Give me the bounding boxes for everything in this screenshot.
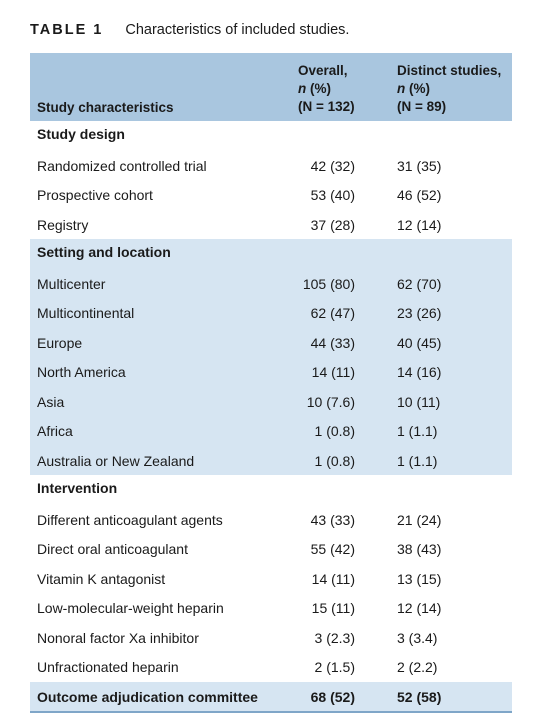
row-distinct: 12 (14) (397, 216, 442, 233)
row-label: Prospective cohort (37, 187, 153, 203)
row-distinct: 2 (2.2) (397, 659, 438, 675)
row-label: Unfractionated heparin (37, 659, 179, 675)
table-row: Low-molecular-weight heparin 15 (11) 12 (1… (30, 593, 512, 623)
table-caption: TABLE 1 Characteristics of included studi… (30, 22, 349, 38)
table-row: Africa 1 (0.8) 1 (1.1) (30, 416, 512, 446)
row-distinct: 62 (70) (397, 275, 442, 292)
row-overall: 1 (0.8) (314, 452, 355, 469)
row-label: Randomized controlled trial (37, 157, 207, 174)
row-distinct: 10 (11) (397, 393, 441, 410)
row-overall: 15 (11) (311, 600, 355, 616)
section-header: Study design (30, 121, 512, 151)
table-row: Different anticoagulant agents 43 (33) 21 … (30, 505, 512, 535)
row-distinct: 52 (58) (397, 688, 442, 705)
row-label: Direct oral anticoagulant (37, 541, 188, 557)
row-overall: 1 (0.8) (314, 423, 355, 439)
row-label: Multicenter (37, 275, 106, 292)
row-overall: 10 (7.6) (306, 393, 355, 410)
row-distinct: 3 (3.4) (397, 629, 438, 646)
row-overall: 14 (11) (311, 364, 355, 380)
table-row: Unfractionated heparin 2 (1.5) 2 (2.2) (30, 652, 512, 682)
row-distinct: 40 (45) (397, 334, 442, 351)
table-row: Vitamin K antagonist 14 (11) 13 (15) (30, 564, 512, 594)
header-distinct: Distinct studies, n (%) (N = 89) (397, 63, 502, 114)
row-label: Asia (37, 393, 65, 410)
row-distinct: 46 (52) (397, 187, 442, 203)
row-overall: 62 (47) (310, 305, 355, 321)
characteristics-table: Study characteristics Overall, n (%) (N … (30, 53, 512, 713)
table-row: Europe 44 (33) 40 (45) (30, 327, 512, 357)
row-label: Different anticoagulant agents (37, 511, 223, 528)
row-label: Europe (37, 334, 83, 351)
row-label: Low-molecular-weight heparin (37, 600, 224, 616)
row-label: Australia or New Zealand (37, 452, 195, 469)
table-title: Characteristics of included studies. (125, 22, 350, 38)
row-label: Registry (37, 216, 89, 233)
row-overall: 105 (80) (302, 275, 355, 292)
row-label: Multicontinental (37, 305, 135, 321)
row-distinct: 12 (14) (397, 600, 442, 616)
row-distinct: 31 (35) (397, 157, 442, 174)
row-overall: 43 (33) (310, 511, 355, 528)
row-overall: 42 (32) (310, 157, 355, 174)
section-header: Intervention (30, 475, 512, 505)
table-row: Asia 10 (7.6) 10 (11) (30, 386, 512, 416)
table-row: Randomized controlled trial 42 (32) 31 (35… (30, 151, 512, 181)
row-distinct: 1 (1.1) (397, 452, 438, 469)
table-body: Study design Randomized controlled trial 4… (30, 121, 512, 682)
table-row-outcome-adjudication: Outcome adjudication committee 68 (52) 5… (30, 681, 512, 711)
row-overall: 37 (28) (310, 216, 355, 233)
table-row: Multicontinental 62 (47) 23 (26) (30, 298, 512, 328)
row-distinct: 13 (15) (397, 570, 442, 587)
row-overall: 55 (42) (310, 541, 355, 557)
row-distinct: 38 (43) (397, 541, 442, 557)
row-label: Nonoral factor Xa inhibitor (37, 629, 199, 646)
header-overall-n: n (%) (298, 81, 331, 96)
table-row: Direct oral anticoagulant 55 (42) 38 (43) (30, 534, 512, 564)
row-label: Africa (37, 423, 73, 439)
table-row: Nonoral factor Xa inhibitor 3 (2.3) 3 (3.4… (30, 623, 512, 653)
row-overall: 53 (40) (310, 187, 355, 203)
row-label: Vitamin K antagonist (37, 570, 166, 587)
row-overall: 14 (11) (311, 570, 355, 587)
table-header: Study characteristics Overall, n (%) (N … (30, 53, 512, 121)
header-study-characteristics: Study characteristics (37, 100, 174, 115)
row-overall: 3 (2.3) (314, 629, 355, 646)
section-header: Setting and location (30, 239, 512, 269)
row-distinct: 14 (16) (397, 364, 442, 380)
row-distinct: 23 (26) (397, 305, 442, 321)
row-distinct: 1 (1.1) (397, 423, 438, 439)
header-overall: Overall, n (%) (N = 132) (298, 63, 355, 114)
row-overall: 68 (52) (310, 688, 355, 705)
table-row: Australia or New Zealand 1 (0.8) 1 (1.1) (30, 445, 512, 475)
section-title: Setting and location (37, 244, 171, 260)
table-row: North America 14 (11) 14 (16) (30, 357, 512, 387)
table-bottom-rule (30, 711, 512, 713)
row-overall: 2 (1.5) (314, 659, 355, 675)
table-row: Prospective cohort 53 (40) 46 (52) (30, 180, 512, 210)
row-label: North America (37, 364, 126, 380)
table-row: Registry 37 (28) 12 (14) (30, 210, 512, 240)
table-row: Multicenter 105 (80) 62 (70) (30, 268, 512, 298)
header-distinct-n: n (%) (397, 81, 430, 96)
row-distinct: 21 (24) (397, 511, 442, 528)
table-label: TABLE 1 (30, 22, 104, 38)
section-title: Intervention (37, 480, 118, 496)
row-overall: 44 (33) (310, 334, 355, 351)
row-label: Outcome adjudication committee (37, 688, 258, 705)
section-title: Study design (37, 126, 125, 142)
